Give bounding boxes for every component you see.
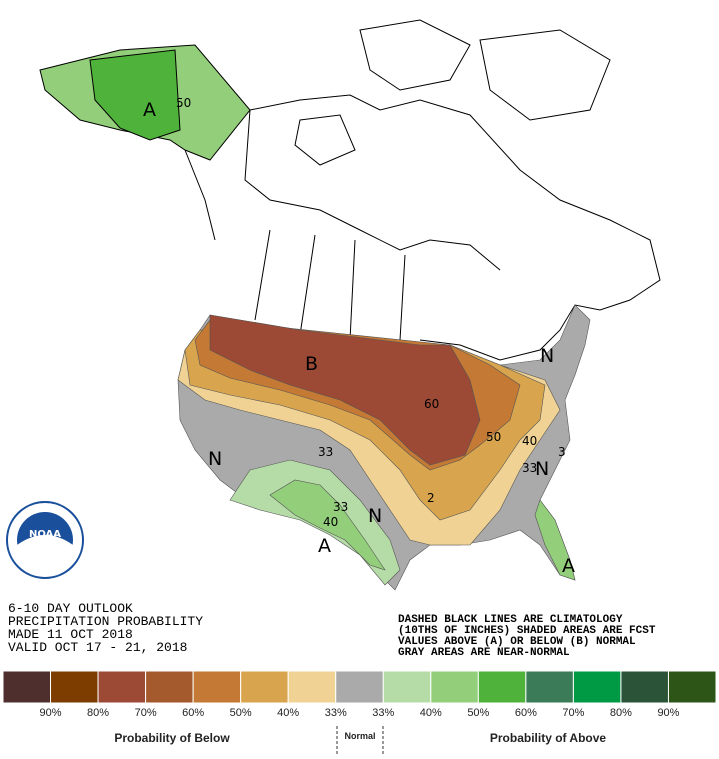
legend-label: 80% <box>87 707 109 719</box>
legend-swatch <box>430 670 479 704</box>
map-label: 33 <box>318 445 333 459</box>
legend-swatch <box>620 670 669 704</box>
map-label: N <box>540 345 554 367</box>
map-label: A <box>318 535 331 557</box>
legend-swatch <box>192 670 242 704</box>
legend-swatch <box>572 670 622 704</box>
noaa-logo: NOAA <box>6 501 84 579</box>
canada-outline <box>189 19 661 361</box>
map-label: 40 <box>522 434 537 448</box>
map-label: A <box>143 99 156 121</box>
legend-swatch <box>145 670 194 704</box>
outlook-line: MADE 11 OCT 2018 <box>8 627 133 642</box>
legend-caption-normal: Normal <box>344 731 375 741</box>
legend-label: 50% <box>467 707 489 719</box>
outlook-text: 6-10 DAY OUTLOOK PRECIPITATION PROBABILI… <box>8 601 203 655</box>
outlook-line: PRECIPITATION PROBABILITY <box>8 614 203 629</box>
legend-label: 90% <box>40 707 62 719</box>
legend-label: 33% <box>325 707 347 719</box>
legend-swatch <box>525 670 574 704</box>
map-labels: A 50 B 60 50 40 33 N 33 40 N A N N 33 3 … <box>143 96 575 577</box>
map-label: 3 <box>558 445 566 459</box>
legend-label: 33% <box>372 707 394 719</box>
legend-swatch <box>477 670 527 704</box>
legend-caption-below: Probability of Below <box>114 731 230 745</box>
map-label: 60 <box>424 397 439 411</box>
map-label: N <box>368 505 382 527</box>
outlook-line: VALID OCT 17 - 21, 2018 <box>8 640 187 655</box>
legend-swatch <box>335 670 384 704</box>
map-label: N <box>208 448 222 470</box>
legend: 90% 80% 70% 60% 50% 40% 33% 33% 40% 50% 60% 70% 80% 9… <box>2 670 717 719</box>
map-label: A <box>562 555 575 577</box>
legend-label: 90% <box>657 707 679 719</box>
map-label: 50 <box>486 430 501 444</box>
note-line: GRAY AREAS ARE NEAR-NORMAL <box>398 647 570 659</box>
conus <box>177 304 591 591</box>
notes: DASHED BLACK LINES ARE CLIMATOLOGY (10TH… <box>398 614 656 659</box>
legend-label: 50% <box>230 707 252 719</box>
legend-label: 40% <box>420 707 442 719</box>
alaska <box>39 44 251 241</box>
legend-label: 40% <box>277 707 299 719</box>
map-label: N <box>535 458 549 480</box>
legend-label: 70% <box>135 707 157 719</box>
map-label: B <box>305 353 318 375</box>
legend-label: 60% <box>182 707 204 719</box>
note-line: VALUES ABOVE (A) OR BELOW (B) NORMAL <box>398 636 636 648</box>
legend-swatch <box>382 670 432 704</box>
note-line: DASHED BLACK LINES ARE CLIMATOLOGY <box>398 614 623 626</box>
map-label: 2 <box>427 491 435 505</box>
legend-swatch <box>240 670 289 704</box>
legend-label: 60% <box>515 707 537 719</box>
legend-swatch <box>287 670 337 704</box>
map-label: 33 <box>522 461 537 475</box>
legend-label: 80% <box>610 707 632 719</box>
map-label: 40 <box>323 515 338 529</box>
map-label: 50 <box>176 96 191 110</box>
logo-text: NOAA <box>29 529 61 540</box>
legend-label: 70% <box>562 707 584 719</box>
legend-swatch <box>97 670 147 704</box>
legend-swatch <box>667 670 717 704</box>
legend-swatch <box>50 670 99 704</box>
legend-caption-above: Probability of Above <box>490 731 607 745</box>
note-line: (10THS OF INCHES) SHADED AREAS ARE FCST <box>398 625 656 637</box>
legend-swatch <box>2 670 52 704</box>
outlook-line: 6-10 DAY OUTLOOK <box>8 601 133 616</box>
map-label: 33 <box>333 500 348 514</box>
